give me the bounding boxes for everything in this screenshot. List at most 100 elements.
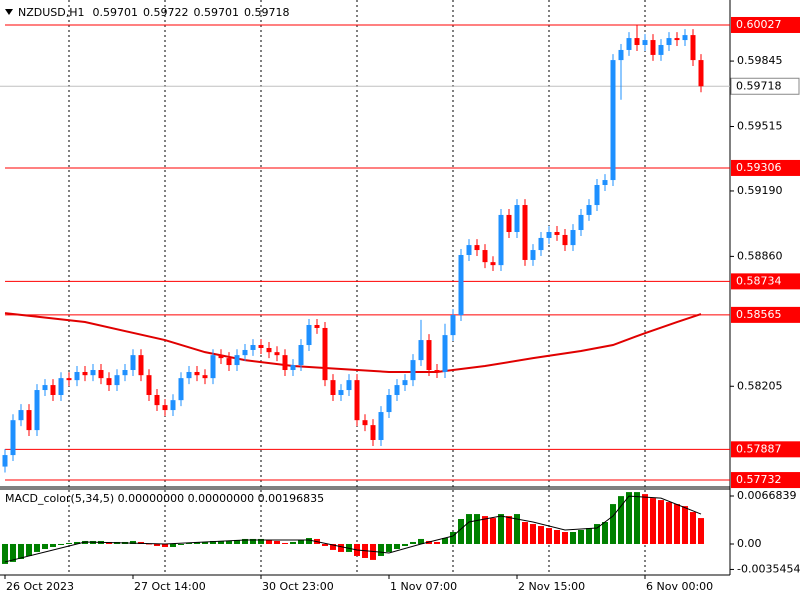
x-tick-label: 30 Oct 23:00: [262, 580, 334, 593]
macd-bar: [42, 543, 48, 550]
macd-bar: [370, 543, 376, 560]
level-label: 0.58565: [736, 308, 782, 321]
candle-body: [2, 455, 8, 467]
macd-bar: [322, 543, 328, 546]
symbol: NZDUSD,H1: [18, 6, 85, 19]
macd-bar: [474, 514, 480, 544]
macd-bar: [170, 543, 176, 548]
candle-body: [306, 324, 312, 346]
candle-body: [618, 49, 624, 61]
candle-body: [274, 352, 280, 356]
candle-body: [650, 40, 656, 55]
macd-bar: [130, 540, 136, 544]
candle-body: [242, 349, 248, 356]
macd-bar: [490, 518, 496, 544]
macd-bar: [218, 540, 224, 544]
macd-bar: [698, 518, 704, 544]
y-tick-label: 0.59515: [737, 120, 783, 133]
macd-bar: [578, 529, 584, 544]
macd-bar: [378, 543, 384, 556]
macd-bar: [210, 540, 216, 544]
candle-body: [106, 378, 112, 386]
macd-bar: [234, 539, 240, 544]
quote: 0.59718: [244, 6, 290, 19]
macd-bar: [642, 494, 648, 544]
level-box: [731, 441, 800, 458]
chart-header: NZDUSD,H1 0.59701 0.59722 0.59701 0.59718: [18, 6, 290, 19]
macd-bar: [498, 514, 504, 544]
macd-bar: [682, 506, 688, 544]
candle-body: [354, 380, 360, 421]
x-tick-label: 6 Nov 00:00: [646, 580, 713, 593]
candle-body: [170, 400, 176, 411]
macd-bar: [506, 516, 512, 544]
candle-body: [330, 380, 336, 395]
macd-bar: [306, 538, 312, 544]
y-tick-label: 0.59845: [737, 54, 783, 67]
candle-body: [658, 45, 664, 55]
macd-bar: [298, 539, 304, 544]
candle-body: [282, 355, 288, 371]
candle-body: [74, 371, 80, 381]
level-box: [731, 472, 800, 489]
candle-body: [298, 345, 304, 366]
candle-body: [522, 205, 528, 260]
macd-bar: [26, 543, 32, 556]
candle-body: [482, 250, 488, 263]
level-label: 0.57732: [736, 473, 782, 486]
macd-bar: [626, 492, 632, 544]
macd-bar: [290, 541, 296, 544]
macd-bar: [146, 543, 152, 545]
macd-bar: [250, 538, 256, 544]
quote: 0.59722: [143, 6, 189, 19]
candle-body: [450, 315, 456, 336]
macd-bar: [410, 541, 416, 544]
candle-body: [370, 425, 376, 441]
quote: 0.59701: [93, 6, 139, 19]
y-tick-label: 0.59190: [737, 184, 783, 197]
level-label: 0.60027: [736, 18, 782, 31]
macd-bar: [562, 532, 568, 544]
macd-bar: [674, 504, 680, 544]
level-label: 0.58734: [736, 274, 782, 287]
candle-body: [554, 231, 560, 235]
candle-body: [178, 378, 184, 401]
macd-bar: [434, 541, 440, 544]
candle-body: [10, 420, 16, 456]
y-tick-label: 0.00: [737, 537, 762, 550]
macd-bar: [2, 543, 8, 564]
candle-body: [186, 371, 192, 379]
candle-body: [602, 180, 608, 186]
macd-bar: [178, 543, 184, 545]
candle-body: [682, 35, 688, 41]
y-tick-label: 0.58860: [737, 249, 783, 262]
macd-bar: [274, 540, 280, 544]
current-price-box: [730, 77, 800, 95]
macd-bar: [330, 543, 336, 550]
level-label: 0.57887: [736, 442, 782, 455]
candle-body: [250, 345, 256, 350]
macd-bar: [466, 514, 472, 544]
y-tick-label: 0.58205: [737, 379, 783, 392]
candle-body: [570, 230, 576, 246]
candle-body: [26, 410, 32, 431]
candle-body: [674, 38, 680, 41]
candle-body: [258, 345, 264, 348]
macd-bar: [34, 543, 40, 552]
candle-body: [42, 385, 48, 391]
macd-bar: [282, 542, 288, 544]
macd-bar: [690, 512, 696, 544]
candle-body: [434, 370, 440, 372]
macd-bar: [10, 543, 16, 562]
macd-bar: [50, 543, 56, 548]
candle-body: [202, 375, 208, 379]
candle-body: [130, 355, 136, 371]
menu-triangle[interactable]: [5, 9, 13, 15]
macd-bar: [226, 540, 232, 544]
candle-body: [154, 394, 160, 406]
macd-bar: [546, 528, 552, 544]
candle-body: [666, 38, 672, 46]
macd-bar: [554, 529, 560, 544]
x-tick-label: 1 Nov 07:00: [390, 580, 457, 593]
